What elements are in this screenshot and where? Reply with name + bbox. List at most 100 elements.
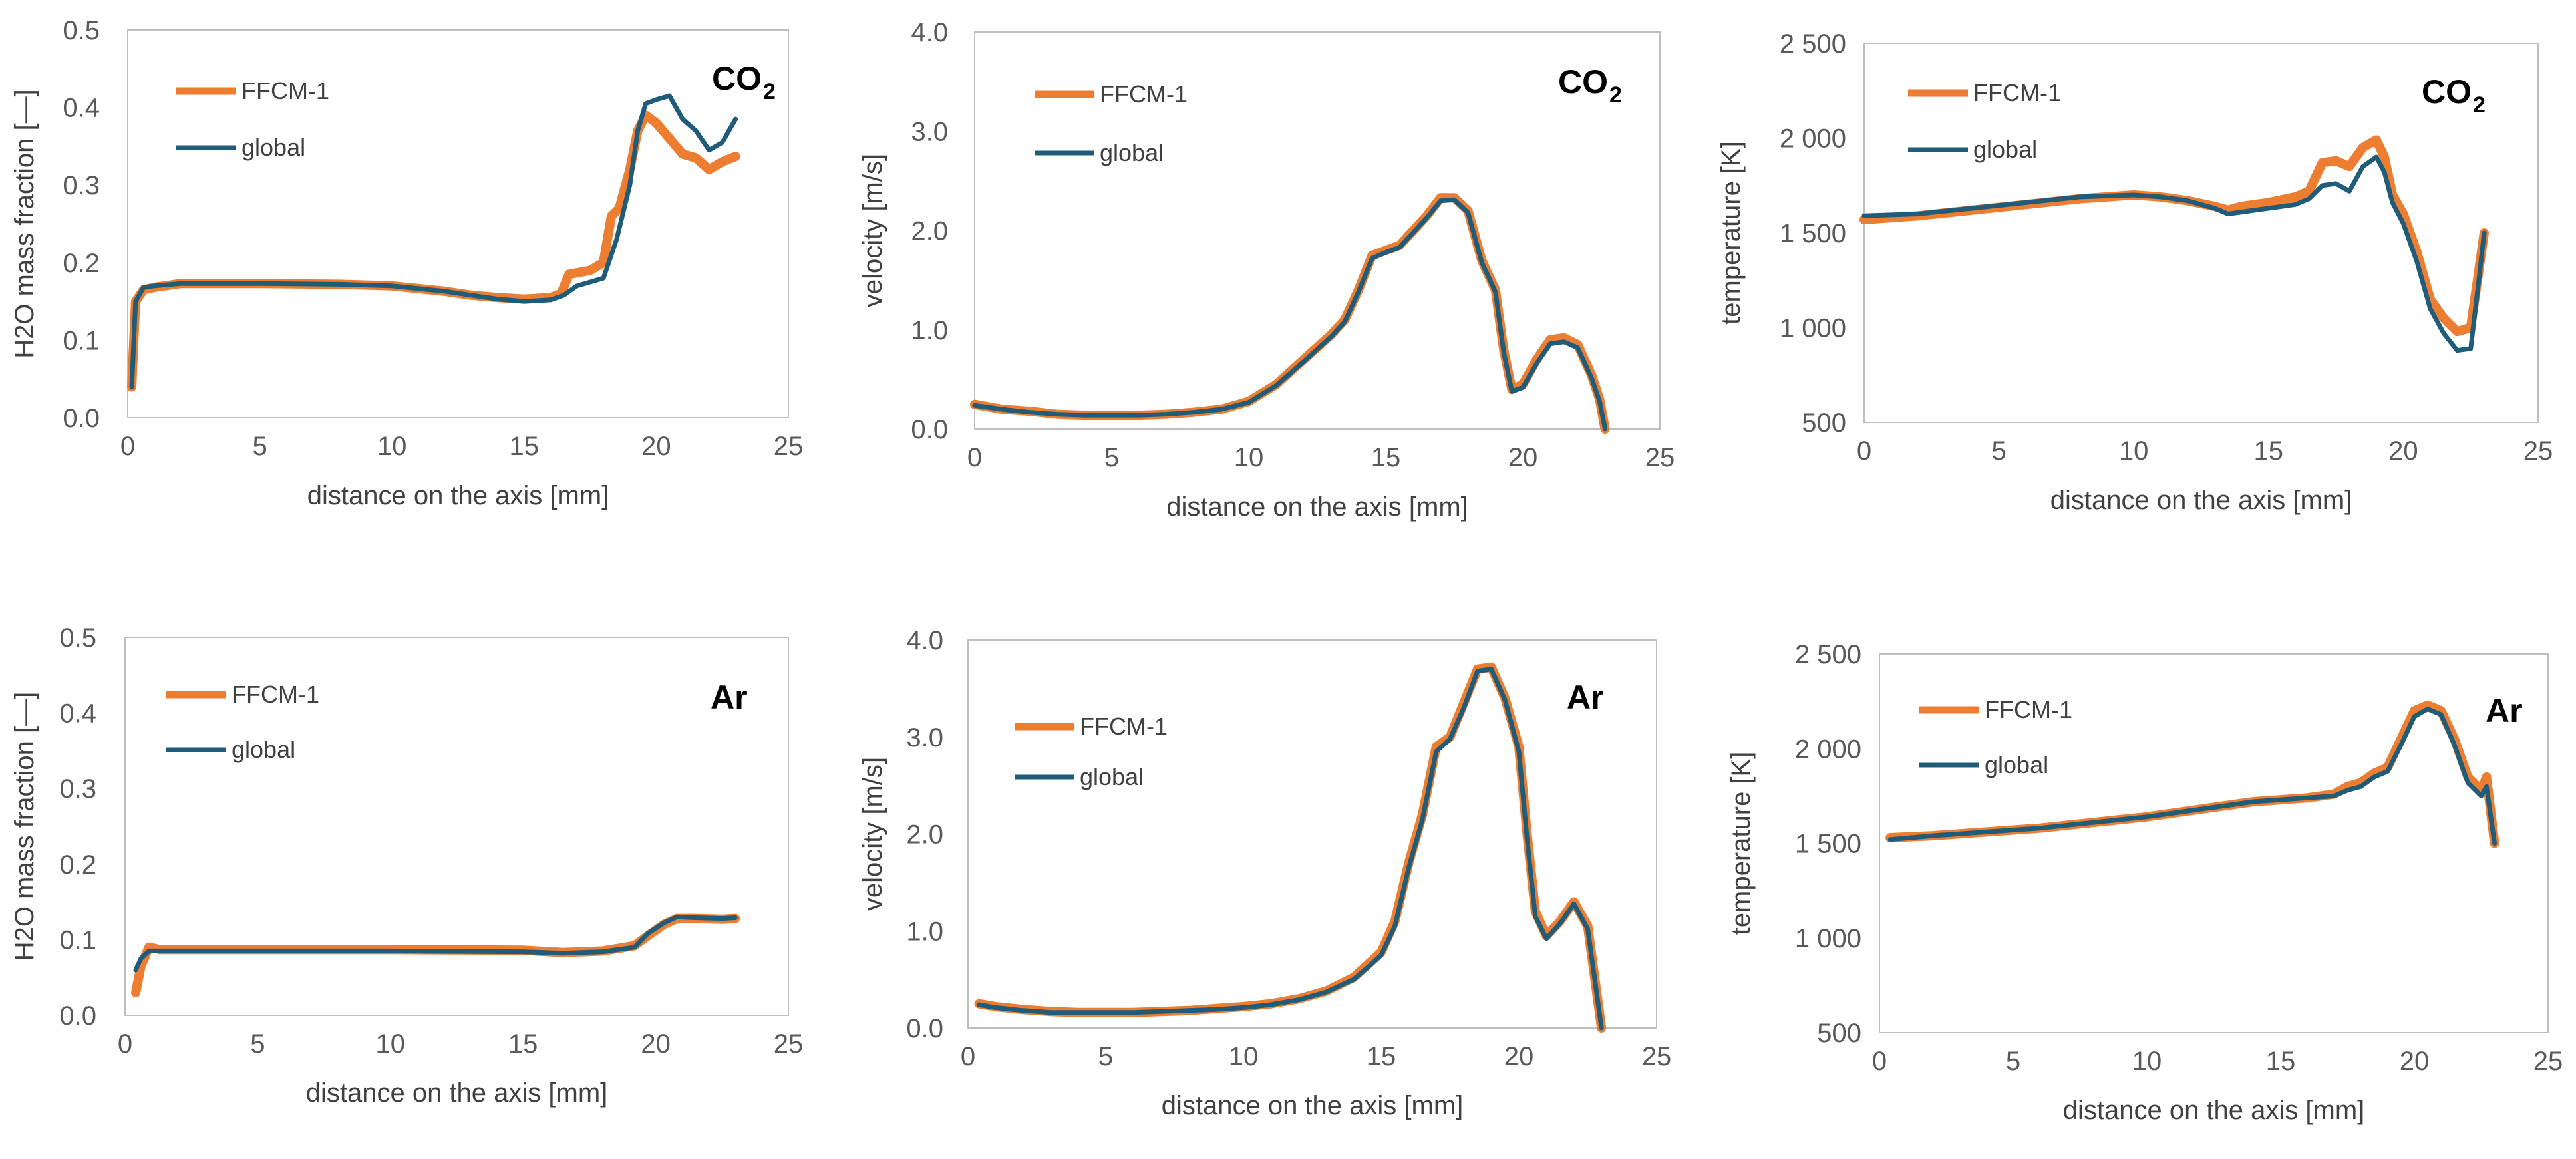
- x-tick-label: 20: [1504, 1042, 1534, 1071]
- y-tick-label: 0.5: [59, 623, 96, 653]
- gas-label: Ar: [1567, 679, 1604, 716]
- gas-label-subscript: 2: [2473, 92, 2486, 118]
- x-tick-label: 5: [1098, 1042, 1113, 1071]
- y-tick-label: 2 000: [1795, 735, 1861, 764]
- series-line-ffcm1: [1885, 700, 2499, 848]
- series-line-global: [129, 93, 738, 389]
- y-tick-label: 2 000: [1780, 124, 1846, 154]
- legend-label-global: global: [232, 736, 295, 763]
- y-tick-label: 2 500: [1780, 29, 1846, 59]
- x-tick-label: 20: [641, 1029, 671, 1059]
- x-tick-label: 25: [774, 432, 804, 461]
- y-tick-label: 0.1: [59, 925, 96, 955]
- legend-label-global: global: [1100, 139, 1164, 166]
- x-tick-label: 5: [252, 432, 267, 461]
- x-tick-label: 10: [377, 432, 407, 461]
- gas-label: Ar: [711, 679, 748, 716]
- y-tick-label: 500: [1802, 409, 1846, 438]
- y-tick-label: 0.0: [63, 404, 100, 433]
- y-tick-label: 500: [1817, 1019, 1861, 1048]
- x-tick-label: 25: [2533, 1047, 2563, 1076]
- x-tick-label: 20: [1508, 443, 1538, 472]
- series-line-global: [1887, 707, 2497, 846]
- y-tick-label: 4.0: [911, 18, 948, 47]
- x-tick-label: 25: [2523, 436, 2553, 466]
- x-tick-label: 25: [1642, 1042, 1672, 1071]
- legend-label-ffcm1: FFCM-1: [232, 681, 319, 708]
- series-line-global: [133, 914, 738, 973]
- x-tick-label: 15: [2266, 1047, 2296, 1076]
- series-line-ffcm1: [1859, 135, 2489, 337]
- gas-label-subscript: 2: [1609, 83, 1622, 108]
- gas-label: CO: [1558, 63, 1608, 100]
- x-tick-label: 25: [1645, 443, 1675, 472]
- x-tick-label: 0: [961, 1042, 975, 1071]
- x-tick-label: 25: [774, 1029, 804, 1059]
- chart-co2-temperature: 500 1 000 1 500 2 000 2 500 0 5 10 15 20 25 distanc…: [1716, 29, 2553, 515]
- y-axis-title: velocity [m/s]: [858, 154, 887, 307]
- y-tick-label: 2 500: [1795, 640, 1861, 669]
- legend-label-ffcm1: FFCM-1: [1973, 79, 2061, 106]
- series-line-global: [977, 667, 1604, 1031]
- y-axis-title: temperature [K]: [1726, 752, 1756, 935]
- plot-area-frame: [1863, 43, 2539, 423]
- y-tick-label: 1.0: [911, 316, 948, 345]
- y-tick-label: 0.2: [63, 249, 100, 278]
- legend-label-ffcm1: FFCM-1: [1985, 696, 2072, 723]
- chart-ar-h2o: 0.0 0.1 0.2 0.3 0.4 0.5 0 5 10 15 20 25 distance on …: [10, 623, 803, 1108]
- plot-area-frame: [124, 637, 789, 1016]
- legend-label-global: global: [1080, 763, 1144, 790]
- y-tick-label: 2.0: [911, 217, 948, 246]
- x-tick-label: 10: [2119, 436, 2149, 466]
- legend-label-ffcm1: FFCM-1: [242, 77, 329, 104]
- series-line-ffcm1: [974, 662, 1607, 1033]
- x-tick-label: 15: [508, 1029, 538, 1059]
- y-tick-label: 0.0: [911, 415, 948, 444]
- y-tick-label: 3.0: [911, 117, 948, 146]
- x-tick-label: 5: [250, 1029, 265, 1059]
- x-axis-title: distance on the axis [mm]: [306, 1078, 608, 1108]
- y-tick-label: 3.0: [906, 723, 943, 752]
- x-tick-label: 5: [1104, 443, 1119, 472]
- x-tick-label: 15: [1371, 443, 1401, 472]
- x-tick-label: 10: [2132, 1047, 2162, 1076]
- x-tick-label: 0: [967, 443, 982, 472]
- gas-label: Ar: [2486, 692, 2523, 729]
- x-tick-label: 0: [1872, 1047, 1887, 1076]
- x-tick-label: 10: [376, 1029, 406, 1059]
- x-tick-label: 20: [2400, 1047, 2430, 1076]
- chart-co2-velocity: 0.0 1.0 2.0 3.0 4.0 0 5 10 15 20 25 distance on the…: [858, 18, 1675, 522]
- x-tick-label: 10: [1234, 443, 1264, 472]
- x-tick-label: 15: [1367, 1042, 1396, 1071]
- y-tick-label: 0.3: [63, 171, 100, 200]
- y-tick-label: 0.4: [63, 94, 100, 123]
- x-tick-label: 0: [120, 432, 135, 461]
- y-axis-title: H2O mass fraction [—]: [10, 692, 39, 961]
- y-axis-title: H2O mass fraction [—]: [10, 89, 39, 359]
- y-tick-label: 1 500: [1795, 830, 1861, 859]
- series-line-ffcm1: [131, 913, 740, 997]
- y-tick-label: 0.4: [59, 699, 96, 729]
- y-axis-title: velocity [m/s]: [858, 757, 887, 911]
- y-tick-label: 1 000: [1795, 924, 1861, 953]
- chart-co2-h2o: 0.0 0.1 0.2 0.3 0.4 0.5 0 5 10 15 20 25 distance on …: [10, 16, 803, 510]
- x-tick-label: 0: [1857, 436, 1871, 466]
- x-axis-title: distance on the axis [mm]: [2063, 1096, 2365, 1125]
- x-axis-title: distance on the axis [mm]: [1162, 1091, 1464, 1120]
- legend-label-ffcm1: FFCM-1: [1100, 81, 1188, 108]
- x-axis-title: distance on the axis [mm]: [1166, 492, 1468, 522]
- y-tick-label: 2.0: [906, 820, 943, 850]
- x-tick-label: 20: [641, 432, 671, 461]
- gas-label: CO: [2422, 73, 2472, 110]
- x-tick-label: 5: [1991, 436, 2006, 466]
- legend-label-global: global: [242, 134, 305, 161]
- series-line-ffcm1: [970, 193, 1610, 434]
- x-tick-label: 10: [1229, 1042, 1259, 1071]
- x-tick-label: 5: [2006, 1047, 2020, 1076]
- x-tick-label: 0: [118, 1029, 132, 1059]
- y-axis-title: temperature [K]: [1716, 141, 1746, 325]
- series-line-ffcm1: [127, 110, 740, 392]
- x-tick-label: 15: [2254, 436, 2284, 466]
- series-line-global: [972, 197, 1608, 432]
